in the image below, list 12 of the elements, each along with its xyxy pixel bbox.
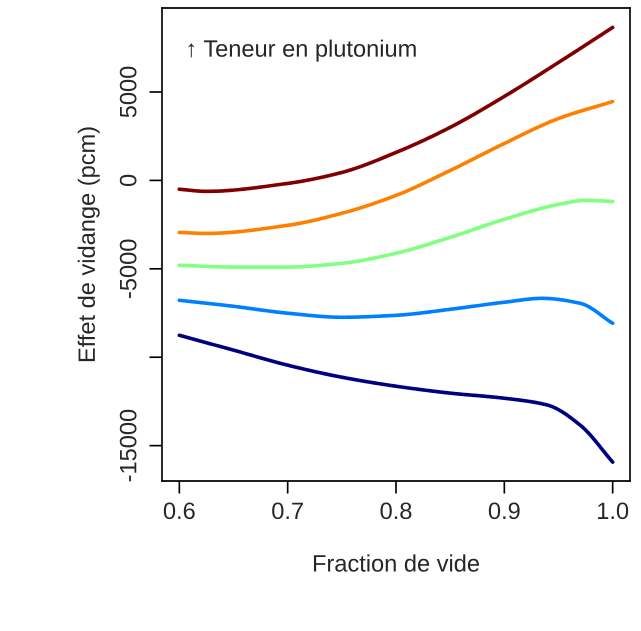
x-tick-label: 0.9 (488, 502, 520, 520)
x-tick-label: 0.6 (164, 502, 195, 520)
x-tick-label: 0.8 (380, 502, 412, 520)
y-tick-label: 5000 (120, 66, 136, 118)
y-tick-label: -15000 (120, 410, 136, 482)
x-axis-title: Fraction de vide (314, 554, 479, 572)
y-tick-label: 0 (120, 174, 136, 186)
y-axis-title: Effet de vidange (pcm) (78, 127, 100, 362)
annotation: ↑ Teneur en plutonium (188, 40, 416, 62)
y-tick-label: -5000 (120, 240, 136, 298)
x-tick-label: 0.7 (272, 502, 303, 520)
x-tick-label: 1.0 (598, 502, 628, 520)
